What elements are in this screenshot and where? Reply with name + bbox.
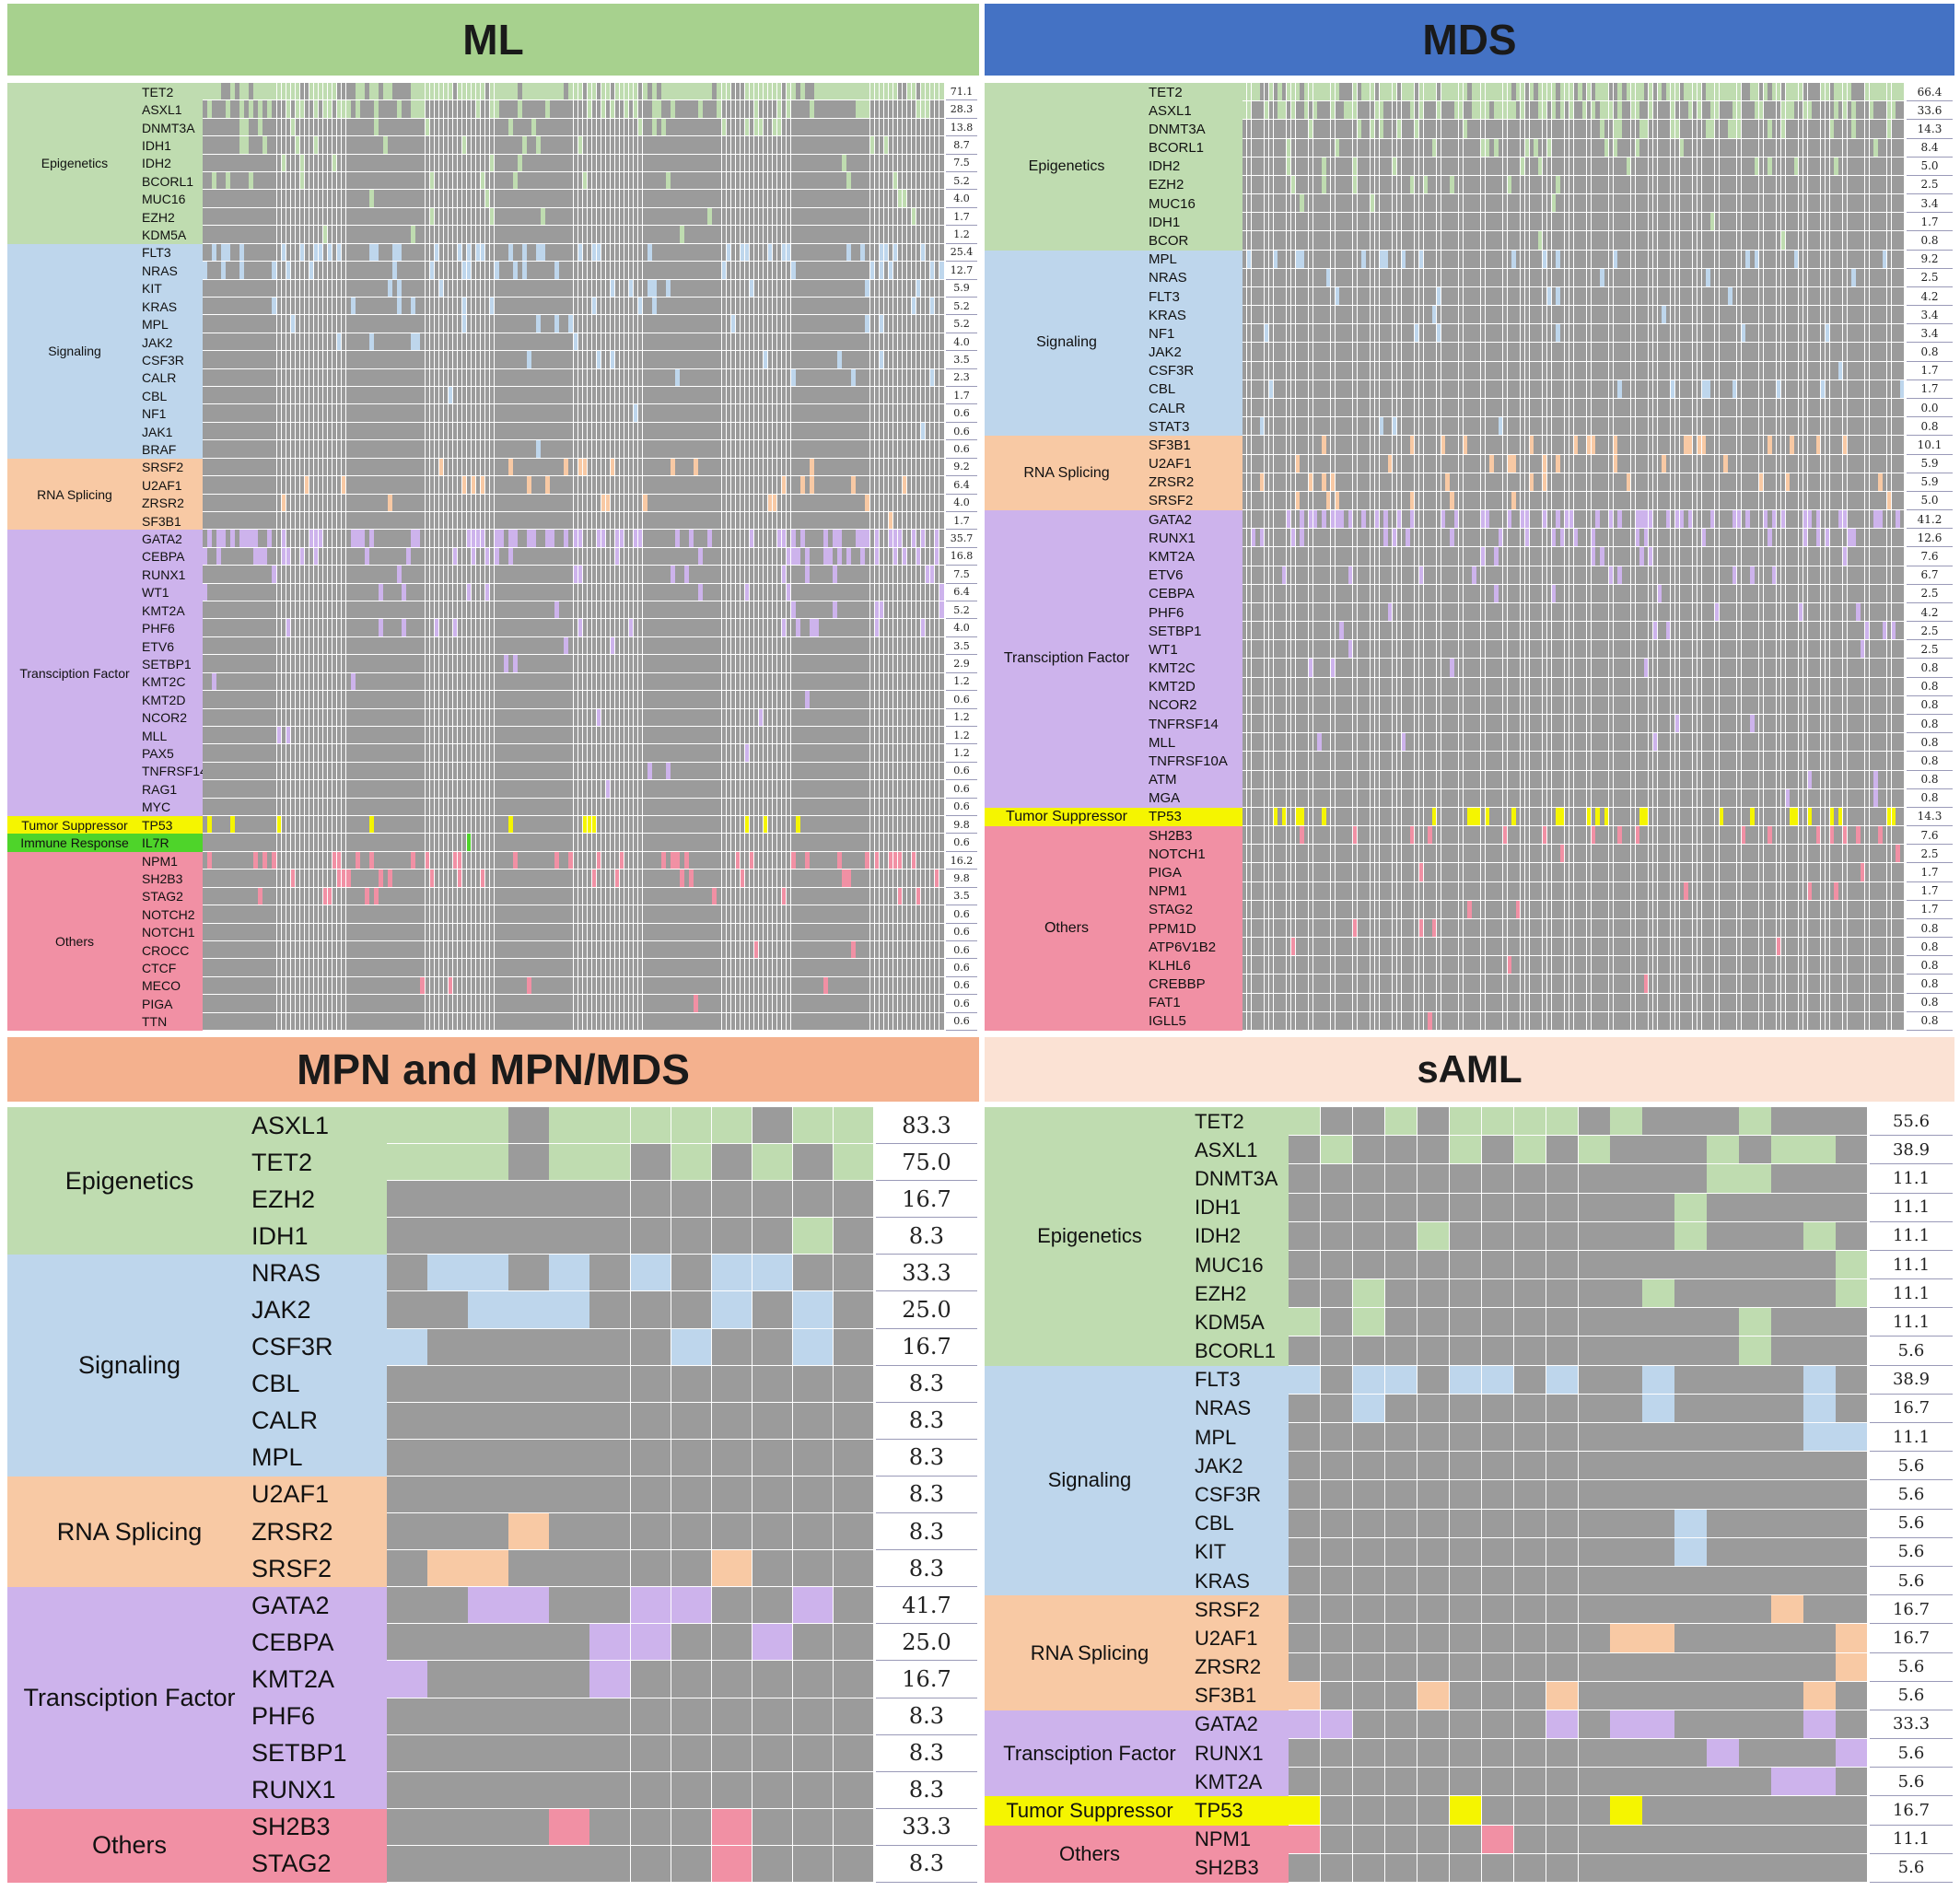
cell <box>939 83 945 100</box>
cell <box>939 136 945 154</box>
gene-label: MUC16 <box>142 190 185 207</box>
gene-label: IDH2 <box>142 155 171 172</box>
category-text: Epigenetics <box>7 156 142 170</box>
mutation-percent: 71.1 <box>946 83 977 100</box>
gene-label: EZH2 <box>142 208 175 226</box>
mutation-percent: 5.2 <box>946 172 977 190</box>
cell <box>939 119 945 136</box>
gene-label: BCORL1 <box>142 172 193 190</box>
cell <box>939 172 945 190</box>
gene-row-cells <box>203 100 944 118</box>
mutation-percent: 28.3 <box>946 100 977 118</box>
gene-row-cells <box>203 136 944 154</box>
cell <box>939 100 945 118</box>
mutation-percent: 7.5 <box>946 155 977 172</box>
gene-row-cells <box>203 172 944 190</box>
gene-row-cells <box>203 208 944 226</box>
gene-row-cells <box>203 155 944 172</box>
mutation-percent: 13.8 <box>946 119 977 136</box>
ml-panel: ML Epigenetics TET2 71.1 ASXL1 28.3 DNMT3A 13.8… <box>7 4 979 1033</box>
gene-row-cells <box>203 190 944 207</box>
gene-label: IDH1 <box>142 136 171 154</box>
mutation-percent: 8.7 <box>946 136 977 154</box>
cell <box>939 190 945 207</box>
gene-label: TET2 <box>142 83 173 100</box>
gene-row-cells <box>203 83 944 100</box>
gene-label: DNMT3A <box>142 119 195 136</box>
mutation-percent: 4.0 <box>946 190 977 207</box>
gene-label: ASXL1 <box>142 100 182 118</box>
cell <box>939 155 945 172</box>
gene-row-cells <box>203 119 944 136</box>
panel-title: ML <box>7 4 979 76</box>
